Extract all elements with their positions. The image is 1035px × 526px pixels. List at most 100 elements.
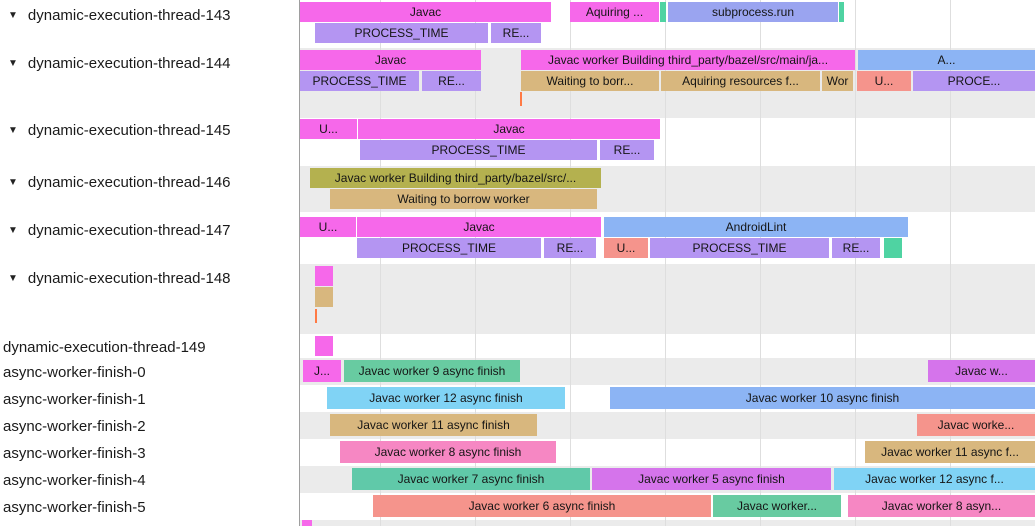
- trace-slice[interactable]: Javac: [357, 217, 601, 237]
- trace-slice[interactable]: Javac worke...: [917, 414, 1035, 436]
- slice-label: Javac worker Building third_party/bazel/…: [334, 171, 577, 185]
- slice-label: Javac worker 12 async finish: [369, 391, 523, 405]
- slice-label: Javac w...: [955, 364, 1008, 378]
- track-label-async-worker-finish-5[interactable]: async-worker-finish-5: [0, 497, 299, 517]
- trace-slice[interactable]: Javac worker 9 async finish: [344, 360, 520, 382]
- time-gridline: [475, 0, 476, 526]
- trace-slice[interactable]: PROCESS_TIME: [360, 140, 597, 160]
- track-background-band: [300, 520, 1035, 526]
- slice-label: Javac worker 10 async finish: [745, 391, 900, 405]
- slice-label: Javac worker...: [736, 499, 818, 513]
- collapse-triangle-icon[interactable]: ▼: [8, 272, 18, 284]
- slice-label: J...: [313, 364, 330, 378]
- slice-label: RE...: [613, 143, 641, 157]
- trace-slice[interactable]: Javac: [358, 119, 660, 139]
- trace-slice[interactable]: A...: [858, 50, 1035, 70]
- collapse-triangle-icon[interactable]: ▼: [8, 224, 18, 236]
- trace-slice[interactable]: Javac w...: [928, 360, 1035, 382]
- trace-slice[interactable]: Javac: [300, 50, 481, 70]
- slice-label: U...: [616, 241, 636, 255]
- trace-slice[interactable]: Javac worker...: [713, 495, 841, 517]
- track-name: dynamic-execution-thread-145: [27, 121, 231, 139]
- time-gridline: [665, 0, 666, 526]
- trace-slice[interactable]: Javac worker 12 async f...: [834, 468, 1035, 490]
- trace-slice[interactable]: Javac worker 8 async finish: [340, 441, 556, 463]
- slice-label: Waiting to borr...: [546, 74, 634, 88]
- trace-slice[interactable]: [302, 520, 312, 526]
- trace-slice[interactable]: Javac worker 12 async finish: [327, 387, 565, 409]
- trace-slice[interactable]: PROCESS_TIME: [650, 238, 829, 258]
- slice-label: Javac worker Building third_party/bazel/…: [547, 53, 829, 67]
- collapse-triangle-icon[interactable]: ▼: [8, 124, 18, 136]
- trace-slice[interactable]: [315, 336, 333, 356]
- instant-marker-tick[interactable]: [315, 309, 317, 323]
- trace-slice[interactable]: RE...: [491, 23, 541, 43]
- trace-slice[interactable]: AndroidLint: [604, 217, 908, 237]
- trace-slice[interactable]: Aquiring ...: [570, 2, 659, 22]
- slice-label: PROCESS_TIME: [431, 143, 526, 157]
- slice-label: Javac worker 11 async finish: [357, 418, 510, 432]
- collapse-triangle-icon[interactable]: ▼: [8, 176, 18, 188]
- track-label-async-worker-finish-0[interactable]: async-worker-finish-0: [0, 362, 299, 382]
- track-label-dynamic-execution-thread-143[interactable]: ▼ dynamic-execution-thread-143: [0, 5, 299, 25]
- trace-slice[interactable]: PROCESS_TIME: [300, 71, 419, 91]
- trace-slice[interactable]: Javac worker 11 async f...: [865, 441, 1035, 463]
- time-gridline: [950, 0, 951, 526]
- slice-label: Javac worker 9 async finish: [358, 364, 506, 378]
- track-label-async-worker-finish-1[interactable]: async-worker-finish-1: [0, 389, 299, 409]
- trace-slice[interactable]: RE...: [422, 71, 481, 91]
- slice-label: Javac worker 5 async finish: [638, 472, 785, 486]
- trace-slice[interactable]: Javac worker 10 async finish: [610, 387, 1035, 409]
- trace-slice[interactable]: J...: [303, 360, 341, 382]
- trace-slice[interactable]: U...: [604, 238, 648, 258]
- trace-slice[interactable]: PROCE...: [913, 71, 1035, 91]
- collapse-triangle-icon[interactable]: ▼: [8, 9, 18, 21]
- slice-label: U...: [318, 220, 338, 234]
- trace-slice[interactable]: [839, 2, 844, 22]
- trace-slice[interactable]: [660, 2, 666, 22]
- trace-slice[interactable]: RE...: [832, 238, 880, 258]
- track-label-dynamic-execution-thread-146[interactable]: ▼ dynamic-execution-thread-146: [0, 172, 299, 192]
- track-label-dynamic-execution-thread-149[interactable]: dynamic-execution-thread-149: [0, 337, 299, 357]
- trace-slice[interactable]: Javac: [300, 2, 551, 22]
- slice-label: Javac: [463, 220, 495, 234]
- trace-slice[interactable]: [315, 287, 333, 307]
- trace-slice[interactable]: U...: [300, 119, 357, 139]
- trace-slice[interactable]: [315, 266, 333, 286]
- trace-slice[interactable]: U...: [300, 217, 356, 237]
- trace-slice[interactable]: Javac worker 11 async finish: [330, 414, 537, 436]
- trace-slice[interactable]: Javac worker 8 asyn...: [848, 495, 1035, 517]
- track-label-dynamic-execution-thread-148[interactable]: ▼ dynamic-execution-thread-148: [0, 268, 299, 288]
- trace-slice[interactable]: RE...: [600, 140, 654, 160]
- collapse-triangle-icon[interactable]: ▼: [8, 57, 18, 69]
- track-label-dynamic-execution-thread-144[interactable]: ▼ dynamic-execution-thread-144: [0, 53, 299, 73]
- time-gridline: [855, 0, 856, 526]
- trace-slice[interactable]: Waiting to borr...: [521, 71, 659, 91]
- trace-slice[interactable]: Javac worker Building third_party/bazel/…: [521, 50, 855, 70]
- trace-slice[interactable]: PROCESS_TIME: [315, 23, 488, 43]
- trace-slice[interactable]: subprocess.run: [668, 2, 838, 22]
- slice-label: RE...: [842, 241, 870, 255]
- trace-slice[interactable]: RE...: [544, 238, 596, 258]
- slice-label: Javac worker 7 async finish: [397, 472, 545, 486]
- trace-slice[interactable]: U...: [857, 71, 911, 91]
- trace-slice[interactable]: Javac worker Building third_party/bazel/…: [310, 168, 601, 188]
- track-label-dynamic-execution-thread-145[interactable]: ▼ dynamic-execution-thread-145: [0, 120, 299, 140]
- instant-marker-tick[interactable]: [520, 92, 522, 106]
- slice-label: subprocess.run: [711, 5, 795, 19]
- trace-slice[interactable]: PROCESS_TIME: [357, 238, 541, 258]
- track-label-async-worker-finish-2[interactable]: async-worker-finish-2: [0, 416, 299, 436]
- trace-slice[interactable]: Javac worker 5 async finish: [592, 468, 831, 490]
- timeline-canvas[interactable]: Javac Aquiring ... subprocess.run PROCESS_T…: [300, 0, 1035, 526]
- track-label-async-worker-finish-4[interactable]: async-worker-finish-4: [0, 470, 299, 490]
- trace-slice[interactable]: Aquiring resources f...: [661, 71, 820, 91]
- slice-label: Javac: [409, 5, 442, 19]
- track-label-async-worker-finish-3[interactable]: async-worker-finish-3: [0, 443, 299, 463]
- trace-slice[interactable]: [884, 238, 902, 258]
- trace-slice[interactable]: Javac worker 6 async finish: [373, 495, 711, 517]
- trace-slice[interactable]: Wor: [822, 71, 853, 91]
- track-label-dynamic-execution-thread-147[interactable]: ▼ dynamic-execution-thread-147: [0, 220, 299, 240]
- trace-slice[interactable]: Javac worker 7 async finish: [352, 468, 590, 490]
- trace-slice[interactable]: Waiting to borrow worker: [330, 189, 597, 209]
